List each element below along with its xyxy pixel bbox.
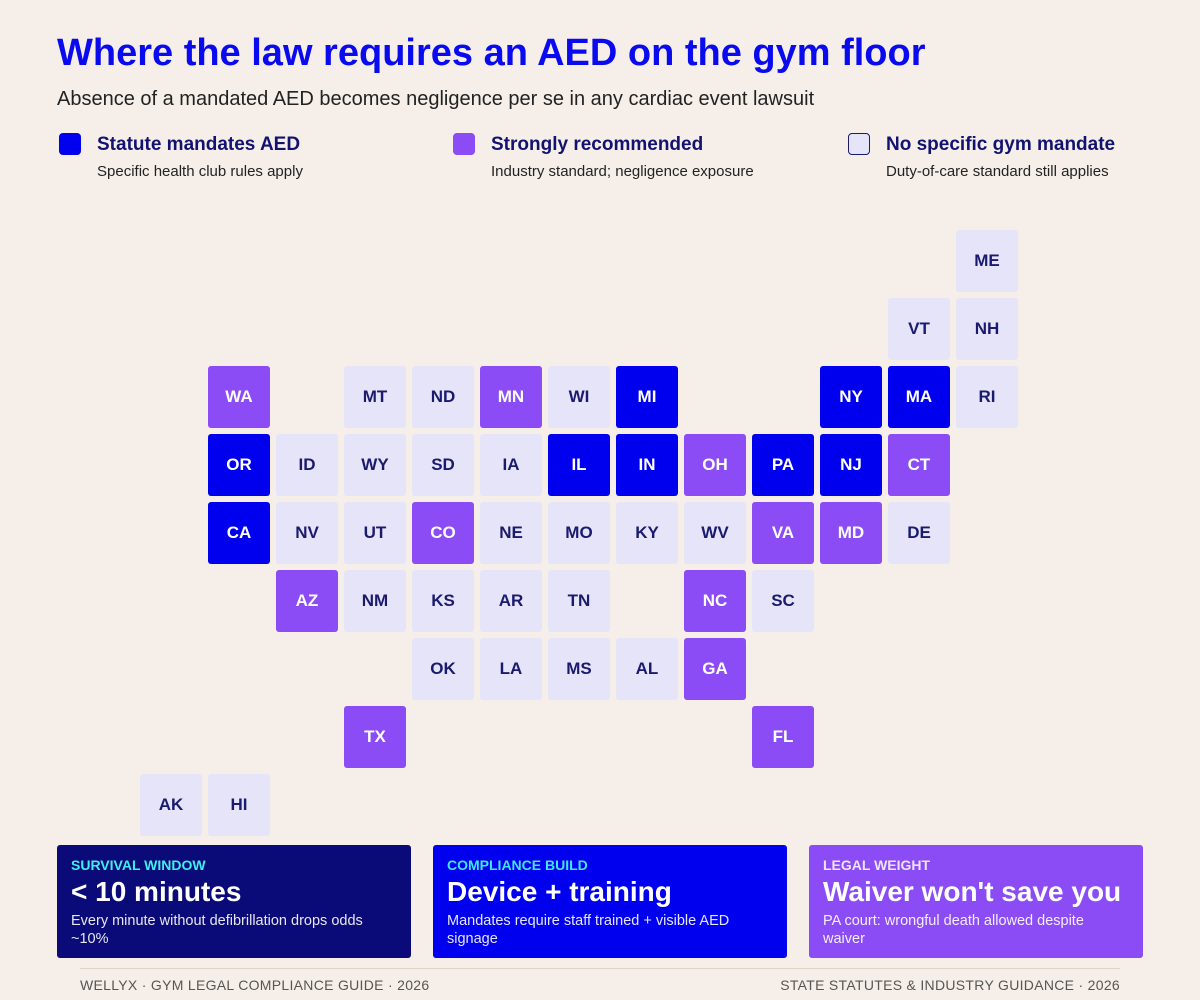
state-tile: WY <box>344 434 406 496</box>
state-tile: MI <box>616 366 678 428</box>
state-tile: WI <box>548 366 610 428</box>
state-tile: MS <box>548 638 610 700</box>
state-tile: IL <box>548 434 610 496</box>
stat-card: SURVIVAL WINDOW < 10 minutes Every minut… <box>57 845 411 958</box>
card-headline: Device + training <box>447 876 672 907</box>
subtitle: Absence of a mandated AED becomes neglig… <box>57 88 815 110</box>
state-tile: MT <box>344 366 406 428</box>
state-tile: RI <box>956 366 1018 428</box>
legend-note: Industry standard; negligence exposure <box>491 163 754 180</box>
state-tile: VT <box>888 298 950 360</box>
state-tile: OH <box>684 434 746 496</box>
stat-card: LEGAL WEIGHT Waiver won't save you PA co… <box>809 845 1143 958</box>
state-tile: PA <box>752 434 814 496</box>
state-tile: KY <box>616 502 678 564</box>
card-label: SURVIVAL WINDOW <box>71 857 206 873</box>
legend-note: Specific health club rules apply <box>97 163 303 180</box>
card-headline: Waiver won't save you <box>823 876 1122 907</box>
state-tile: CO <box>412 502 474 564</box>
state-tile: WV <box>684 502 746 564</box>
state-tile: ID <box>276 434 338 496</box>
state-tile: CA <box>208 502 270 564</box>
legend-note: Duty-of-care standard still applies <box>886 163 1109 180</box>
state-tile: MN <box>480 366 542 428</box>
footer-left: WELLYX · GYM LEGAL COMPLIANCE GUIDE · 20… <box>80 977 430 993</box>
card-headline: < 10 minutes <box>71 876 242 907</box>
footer-right: STATE STATUTES & INDUSTRY GUIDANCE · 202… <box>780 977 1120 993</box>
legend-label: Strongly recommended <box>491 134 704 155</box>
card-note: Every minute without defibrillation drop… <box>71 913 363 947</box>
state-tile: NM <box>344 570 406 632</box>
state-tile: AK <box>140 774 202 836</box>
state-tile: GA <box>684 638 746 700</box>
state-tile: AZ <box>276 570 338 632</box>
state-tile: NH <box>956 298 1018 360</box>
state-tile: TN <box>548 570 610 632</box>
state-tile: DE <box>888 502 950 564</box>
legend-swatch <box>59 133 81 155</box>
legend-label: Statute mandates AED <box>97 134 301 155</box>
card-label: COMPLIANCE BUILD <box>447 857 588 873</box>
state-tile: AL <box>616 638 678 700</box>
state-tile: CT <box>888 434 950 496</box>
state-tile: OK <box>412 638 474 700</box>
title: Where the law requires an AED on the gym… <box>57 32 926 74</box>
state-tile: IN <box>616 434 678 496</box>
state-tile: NY <box>820 366 882 428</box>
state-tile: WA <box>208 366 270 428</box>
card-label: LEGAL WEIGHT <box>823 857 931 873</box>
legend-swatch <box>453 133 475 155</box>
state-tile: KS <box>412 570 474 632</box>
legend-label: No specific gym mandate <box>886 134 1116 155</box>
state-tile: NJ <box>820 434 882 496</box>
state-tile: ME <box>956 230 1018 292</box>
card-note: PA court: wrongful death allowed despite… <box>823 913 1084 947</box>
state-tile: SC <box>752 570 814 632</box>
state-tile: TX <box>344 706 406 768</box>
state-tile: AR <box>480 570 542 632</box>
state-tile: UT <box>344 502 406 564</box>
state-tile: MA <box>888 366 950 428</box>
state-tile: OR <box>208 434 270 496</box>
state-tile: LA <box>480 638 542 700</box>
footer-rule <box>80 968 1120 969</box>
state-tile: ND <box>412 366 474 428</box>
stat-card: COMPLIANCE BUILD Device + training Manda… <box>433 845 787 958</box>
legend-swatch <box>848 133 870 155</box>
card-note: Mandates require staff trained + visible… <box>447 913 730 947</box>
state-tile: NC <box>684 570 746 632</box>
state-tile: NE <box>480 502 542 564</box>
state-tile: SD <box>412 434 474 496</box>
state-tile: FL <box>752 706 814 768</box>
state-tile: IA <box>480 434 542 496</box>
state-tile: NV <box>276 502 338 564</box>
state-tile: VA <box>752 502 814 564</box>
state-tile: MO <box>548 502 610 564</box>
state-tile: HI <box>208 774 270 836</box>
state-tile: MD <box>820 502 882 564</box>
